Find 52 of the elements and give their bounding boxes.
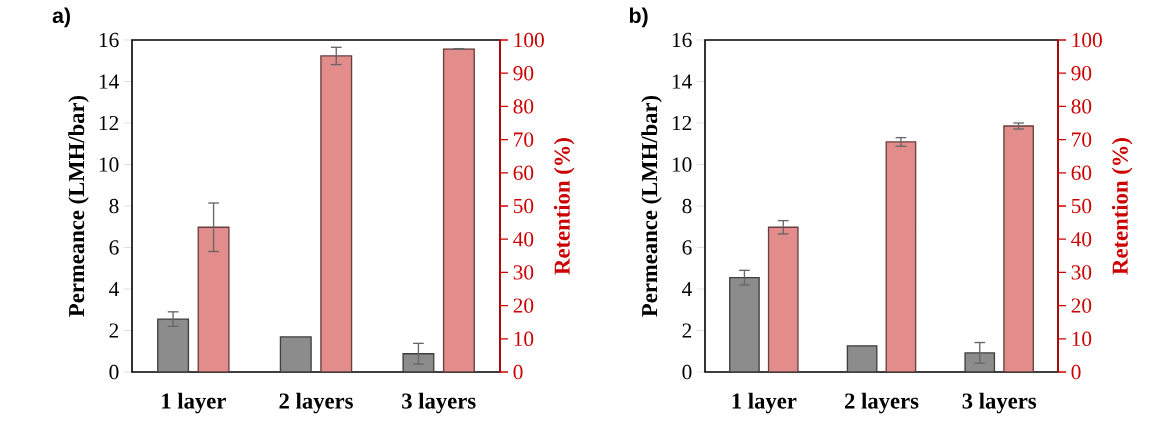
y-tick-label: 4: [682, 281, 692, 297]
y-tick-label: 8: [682, 198, 692, 214]
chart-title: a): [52, 7, 70, 28]
y2-tick-label: 30: [513, 265, 534, 280]
y2-axis-title: Retention (%): [553, 138, 575, 275]
y2-axis-title: Retention (%): [1111, 138, 1133, 275]
x-tick-label: 1 layer: [732, 392, 797, 414]
y-axis-title: Permeance (LMH/bar): [641, 95, 662, 317]
x-tick-label: 3 layers: [962, 392, 1037, 414]
y-tick-label: 16: [99, 32, 119, 48]
y-axis-title: Permeance (LMH/bar): [68, 95, 89, 317]
y2-tick-label: 0: [513, 364, 523, 380]
y-tick-label: 4: [109, 281, 119, 297]
y2-tick-label: 40: [513, 232, 534, 247]
x-tick-label: 2 layers: [279, 392, 353, 414]
y-tick-label: 2: [109, 323, 119, 338]
y2-tick-label: 60: [1071, 165, 1092, 180]
y2-tick-label: 10: [514, 331, 534, 346]
y2-tick-label: 100: [1072, 32, 1102, 48]
y2-tick-label: 10: [1072, 331, 1092, 346]
y2-tick-label: 20: [1071, 298, 1092, 313]
y-tick-label: 2: [682, 323, 692, 338]
x-tick-label: 1 layer: [162, 392, 226, 414]
y2-tick-label: 70: [514, 132, 534, 147]
y-tick-label: 6: [109, 240, 119, 255]
y-tick-label: 10: [99, 157, 119, 172]
y-tick-label: 14: [99, 74, 119, 89]
y2-tick-label: 90: [513, 66, 534, 81]
y2-tick-label: 90: [1071, 66, 1092, 81]
y-tick-label: 14: [672, 74, 692, 89]
y2-tick-label: 40: [1071, 232, 1092, 247]
y2-tick-label: 60: [513, 165, 534, 180]
chart-title: b): [629, 7, 648, 28]
y-tick-label: 16: [672, 32, 692, 48]
x-tick-label: 3 layers: [402, 392, 476, 414]
y2-tick-label: 70: [1072, 132, 1092, 147]
y2-tick-label: 80: [513, 99, 534, 114]
y2-tick-label: 30: [1071, 265, 1092, 280]
y-tick-label: 10: [672, 157, 692, 172]
y2-tick-label: 50: [1071, 198, 1092, 214]
y2-tick-label: 20: [513, 298, 534, 313]
y2-tick-label: 50: [513, 198, 534, 214]
y-tick-label: 8: [109, 198, 119, 214]
y-tick-label: 6: [682, 240, 692, 255]
y-tick-label: 0: [109, 364, 119, 380]
y-tick-label: 12: [672, 115, 692, 131]
x-tick-label: 2 layers: [845, 392, 919, 414]
y2-tick-label: 0: [1071, 364, 1081, 380]
y-tick-label: 12: [99, 115, 119, 131]
y2-tick-label: 80: [1071, 99, 1092, 114]
y-tick-label: 0: [682, 364, 692, 380]
y2-tick-label: 100: [514, 32, 544, 48]
